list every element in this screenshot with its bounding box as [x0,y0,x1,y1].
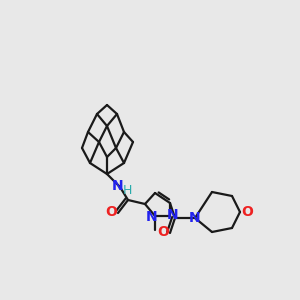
Text: O: O [241,205,253,219]
Text: N: N [189,211,201,225]
Text: O: O [105,205,117,219]
Text: N: N [167,208,179,222]
Text: H: H [122,184,132,196]
Text: N: N [112,179,124,193]
Text: O: O [157,225,169,239]
Text: N: N [146,210,158,224]
